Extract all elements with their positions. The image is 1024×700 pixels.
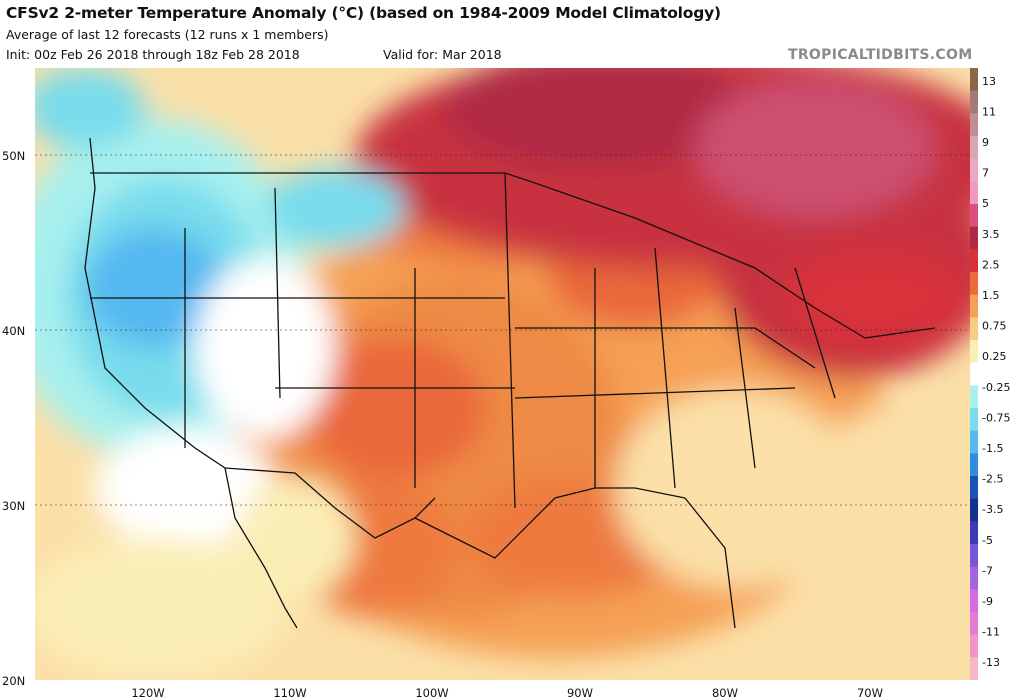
lon-label: 110W [273,686,307,700]
map-subtitle: Average of last 12 forecasts (12 runs x … [6,27,329,42]
colorbar-label: -0.25 [982,381,1010,394]
colorbar-swatch [970,612,978,636]
colorbar-label: 7 [982,167,989,180]
lon-label: 120W [131,686,165,700]
colorbar-label: -2.5 [982,473,1003,486]
colorbar-swatch [970,589,978,613]
anomaly-field [35,68,970,680]
colorbar-swatch [970,204,978,228]
colorbar-swatch [970,249,978,273]
colorbar-label: 0.75 [982,320,1007,333]
colorbar-swatch [970,90,978,114]
colorbar-swatch [970,317,978,341]
colorbar-swatch [970,453,978,477]
init-time-label: Init: 00z Feb 26 2018 through 18z Feb 28… [6,47,300,62]
colorbar-swatch [970,498,978,522]
lon-label: 90W [566,686,594,700]
colorbar-swatch [970,544,978,568]
lon-label: 80W [711,686,739,700]
lon-label: 70W [856,686,884,700]
colorbar-label: -7 [982,564,993,577]
colorbar-swatch [970,226,978,250]
colorbar-swatch [970,476,978,500]
colorbar-swatch [970,362,978,386]
colorbar-label: -3.5 [982,503,1003,516]
colorbar-label: 13 [982,75,996,88]
lon-label: 100W [415,686,449,700]
colorbar-label: -5 [982,534,993,547]
colorbar-swatch [970,385,978,409]
colorbar-label: -0.75 [982,411,1010,424]
lat-label: 40N [2,324,26,338]
anomaly-map [35,68,970,680]
boundary-lines [84,137,936,629]
colorbar-swatch [970,634,978,658]
colorbar-swatch [970,657,978,680]
colorbar-label: -11 [982,626,1000,639]
colorbar-swatch [970,566,978,590]
valid-time-label: Valid for: Mar 2018 [383,47,502,62]
colorbar-swatch [970,136,978,160]
colorbar-swatch [970,272,978,296]
colorbar-swatch [970,68,978,92]
colorbar-label: 9 [982,136,989,149]
colorbar-swatch [970,521,978,545]
colorbar-swatch [970,340,978,364]
colorbar-swatch [970,430,978,454]
colorbar-swatch [970,408,978,432]
brand-watermark: TROPICALTIDBITS.COM [788,47,973,63]
lat-label: 50N [2,149,26,163]
graticule [35,154,970,506]
lat-label: 20N [2,674,26,688]
colorbar-swatch [970,113,978,137]
colorbar-swatch [970,158,978,182]
colorbar-label: -9 [982,595,993,608]
colorbar: 13 11 9 7 5 3.5 2.5 1.5 0.75 0.25 -0.25 -0.75 -1.5 -2… [970,68,1010,680]
lat-label: 30N [2,499,26,513]
colorbar-label: -13 [982,656,1000,669]
colorbar-label: -1.5 [982,442,1003,455]
colorbar-swatch [970,181,978,205]
map-title: CFSv2 2-meter Temperature Anomaly (°C) (… [6,4,721,22]
colorbar-label: 11 [982,105,996,118]
colorbar-label: 0.25 [982,350,1007,363]
colorbar-label: 3.5 [982,228,1000,241]
colorbar-label: 2.5 [982,258,1000,271]
colorbar-swatch [970,294,978,318]
colorbar-label: 5 [982,197,989,210]
colorbar-label: 1.5 [982,289,1000,302]
